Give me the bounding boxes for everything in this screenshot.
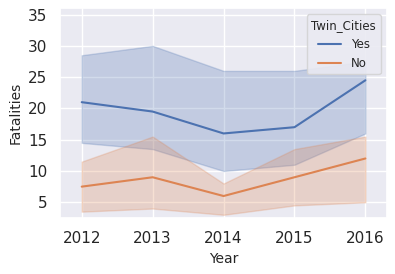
Line: Yes: Yes	[82, 80, 365, 133]
Yes	[150, 110, 155, 113]
Line: No: No	[82, 158, 365, 196]
No	[79, 185, 84, 188]
No	[221, 194, 226, 198]
Yes	[79, 101, 84, 104]
Y-axis label: Fatalities: Fatalities	[8, 82, 23, 144]
X-axis label: Year: Year	[209, 252, 238, 266]
Yes	[363, 79, 368, 82]
No	[292, 176, 297, 179]
No	[150, 176, 155, 179]
No	[363, 157, 368, 160]
Legend: Yes, No: Yes, No	[307, 14, 381, 75]
Yes	[221, 132, 226, 135]
Yes	[292, 125, 297, 129]
